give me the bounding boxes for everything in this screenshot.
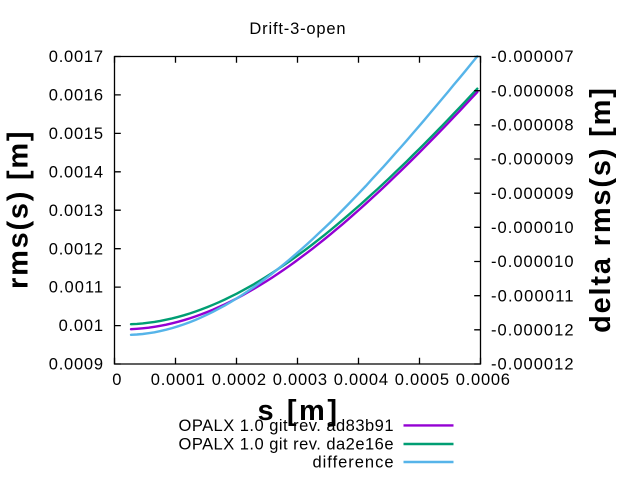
svg-text:0.0002: 0.0002 bbox=[212, 371, 266, 389]
svg-text:0.0001: 0.0001 bbox=[151, 371, 205, 389]
svg-text:0.0005: 0.0005 bbox=[395, 371, 449, 389]
svg-text:-0.000010: -0.000010 bbox=[491, 219, 574, 237]
svg-text:0.0009: 0.0009 bbox=[49, 356, 103, 374]
svg-text:0.0012: 0.0012 bbox=[49, 240, 103, 258]
svg-text:0.0014: 0.0014 bbox=[49, 163, 103, 181]
svg-text:-0.000012: -0.000012 bbox=[491, 321, 574, 339]
svg-text:0.0006: 0.0006 bbox=[456, 371, 510, 389]
svg-text:0.0015: 0.0015 bbox=[49, 125, 103, 143]
svg-text:-0.000012: -0.000012 bbox=[491, 356, 574, 374]
svg-text:OPALX 1.0 git rev. da2e16e: OPALX 1.0 git rev. da2e16e bbox=[179, 436, 394, 454]
svg-text:0.0004: 0.0004 bbox=[334, 371, 388, 389]
svg-text:0: 0 bbox=[112, 371, 121, 389]
svg-text:-0.000009: -0.000009 bbox=[491, 185, 574, 203]
svg-text:-0.000010: -0.000010 bbox=[491, 253, 574, 271]
svg-text:0.0013: 0.0013 bbox=[49, 202, 103, 220]
svg-text:-0.000008: -0.000008 bbox=[491, 82, 574, 100]
svg-text:-0.000007: -0.000007 bbox=[491, 48, 574, 66]
svg-text:0.001: 0.001 bbox=[59, 317, 103, 335]
svg-text:0.0017: 0.0017 bbox=[49, 48, 103, 66]
svg-text:0.0003: 0.0003 bbox=[273, 371, 327, 389]
svg-text:-0.000011: -0.000011 bbox=[491, 287, 574, 305]
svg-text:Drift-3-open: Drift-3-open bbox=[249, 20, 345, 38]
svg-text:OPALX 1.0 git rev. ad83b91: OPALX 1.0 git rev. ad83b91 bbox=[179, 417, 394, 435]
svg-text:difference: difference bbox=[313, 454, 394, 472]
svg-text:0.0011: 0.0011 bbox=[49, 279, 103, 297]
svg-text:-0.000008: -0.000008 bbox=[491, 116, 574, 134]
svg-text:delta rms(s) [m]: delta rms(s) [m] bbox=[585, 88, 617, 333]
svg-text:0.0016: 0.0016 bbox=[49, 87, 103, 105]
svg-text:-0.000009: -0.000009 bbox=[491, 151, 574, 169]
svg-text:rms(s) [m]: rms(s) [m] bbox=[3, 131, 35, 289]
